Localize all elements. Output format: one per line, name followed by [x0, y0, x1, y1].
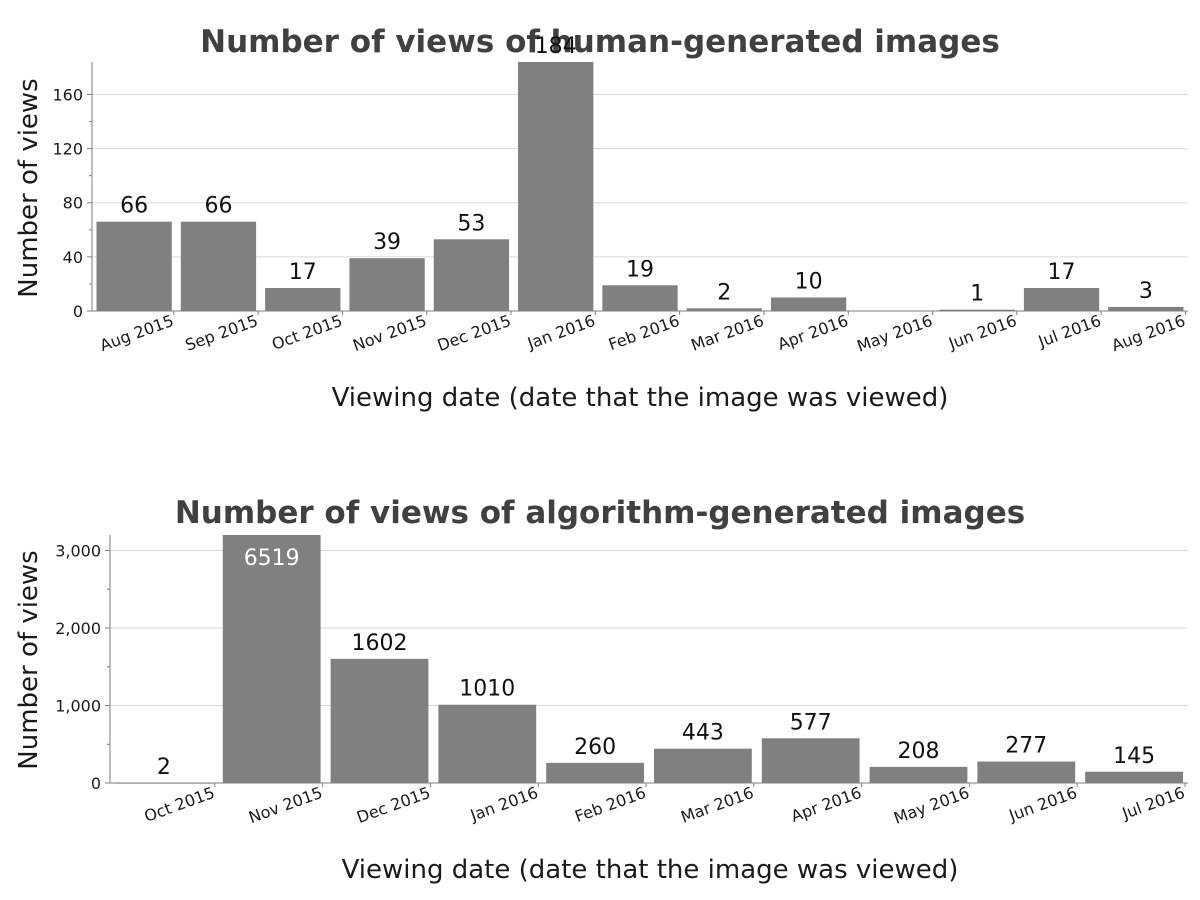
x-tick-label-algorithm: Jun 2016 — [1006, 783, 1080, 825]
human-views-chart: Number of views of human-generated image… — [14, 24, 1188, 413]
bar-human — [433, 239, 510, 311]
x-tick-label-human: Dec 2015 — [435, 311, 514, 355]
x-tick-label-human: Mar 2016 — [688, 311, 766, 355]
x-tick-label-algorithm: Oct 2015 — [142, 783, 218, 826]
chart-title-algorithm: Number of views of algorithm-generated i… — [175, 495, 1025, 531]
x-tick-label-human: Sep 2015 — [183, 311, 261, 355]
y-axis-label-algorithm: Number of views — [14, 550, 44, 769]
data-label-algorithm: 277 — [1005, 734, 1047, 759]
bar-human — [349, 258, 425, 311]
x-tick-label-algorithm: Jul 2016 — [1119, 783, 1188, 823]
data-label-algorithm: 260 — [574, 735, 616, 760]
data-label-human: 3 — [1139, 279, 1153, 304]
x-tick-label-human: Aug 2015 — [97, 311, 176, 355]
algorithm-views-chart: Number of views of algorithm-generated i… — [14, 495, 1188, 885]
data-label-algorithm: 577 — [790, 710, 832, 735]
x-tick-label-algorithm: Mar 2016 — [678, 783, 756, 827]
data-label-human: 17 — [289, 260, 317, 285]
x-tick-label-human: Oct 2015 — [269, 311, 345, 354]
x-tick-label-algorithm: Dec 2015 — [354, 783, 433, 827]
y-tick-label-algorithm: 0 — [91, 774, 101, 793]
bar-algorithm — [222, 535, 321, 783]
x-tick-label-human: Nov 2015 — [350, 311, 429, 355]
bar-human — [518, 62, 594, 311]
x-tick-label-human: Aug 2016 — [1109, 311, 1188, 355]
y-tick-label-human: 160 — [52, 85, 83, 104]
data-label-human: 39 — [373, 230, 401, 255]
data-label-human: 17 — [1048, 260, 1076, 285]
x-tick-label-human: Jul 2016 — [1035, 311, 1104, 351]
x-axis-label-algorithm: Viewing date (date that the image was vi… — [342, 855, 959, 885]
data-label-human: 2 — [717, 280, 731, 305]
data-label-human: 1 — [970, 282, 984, 307]
bar-algorithm — [1085, 771, 1183, 783]
data-label-human: 66 — [204, 194, 232, 219]
y-tick-label-human: 40 — [63, 248, 83, 267]
bar-human — [1108, 306, 1184, 311]
bar-human — [96, 221, 172, 311]
x-tick-label-algorithm: Feb 2016 — [572, 783, 648, 826]
y-tick-label-algorithm: 3,000 — [55, 542, 101, 561]
data-label-algorithm: 2 — [157, 755, 171, 780]
x-tick-label-human: May 2016 — [854, 311, 935, 356]
bar-human — [1023, 287, 1100, 311]
data-label-algorithm: 145 — [1113, 744, 1155, 769]
bar-algorithm — [654, 748, 752, 783]
bar-algorithm — [869, 766, 968, 783]
x-tick-label-human: Jun 2016 — [945, 311, 1019, 353]
bar-human — [939, 309, 1015, 311]
data-label-human: 53 — [457, 211, 485, 236]
data-label-algorithm: 1010 — [459, 677, 515, 702]
x-tick-label-algorithm: Apr 2016 — [788, 783, 864, 826]
x-tick-label-algorithm: May 2016 — [891, 783, 972, 828]
bar-algorithm — [330, 658, 429, 783]
data-label-human: 10 — [795, 269, 823, 294]
data-label-algorithm: 208 — [898, 739, 940, 764]
data-label-human: 184 — [535, 34, 577, 59]
bar-algorithm — [546, 762, 644, 783]
data-label-human: 66 — [120, 194, 148, 219]
bar-human — [602, 285, 678, 311]
x-axis-label-human: Viewing date (date that the image was vi… — [332, 383, 949, 413]
bar-human — [770, 297, 847, 311]
data-label-algorithm: 443 — [682, 721, 724, 746]
bar-human — [686, 308, 762, 311]
data-label-algorithm: 6519 — [244, 546, 300, 571]
y-axis-label-human: Number of views — [14, 78, 44, 297]
y-tick-label-algorithm: 1,000 — [55, 697, 101, 716]
bar-algorithm — [438, 704, 537, 783]
x-tick-label-algorithm: Jan 2016 — [467, 783, 541, 825]
data-label-algorithm: 1602 — [352, 631, 408, 656]
y-tick-label-algorithm: 2,000 — [55, 619, 101, 638]
x-tick-label-human: Jan 2016 — [524, 311, 598, 353]
y-tick-label-human: 120 — [52, 140, 83, 159]
bar-algorithm — [761, 738, 860, 783]
x-tick-label-human: Apr 2016 — [775, 311, 851, 354]
bar-human — [265, 287, 341, 311]
y-tick-label-human: 80 — [63, 194, 83, 213]
bar-algorithm — [977, 761, 1076, 783]
chart-title-human: Number of views of human-generated image… — [200, 24, 1000, 60]
bar-human — [180, 221, 257, 311]
x-tick-label-human: Feb 2016 — [606, 311, 682, 354]
x-tick-label-algorithm: Nov 2015 — [246, 783, 325, 827]
data-label-human: 19 — [626, 257, 654, 282]
y-tick-label-human: 0 — [73, 302, 83, 321]
